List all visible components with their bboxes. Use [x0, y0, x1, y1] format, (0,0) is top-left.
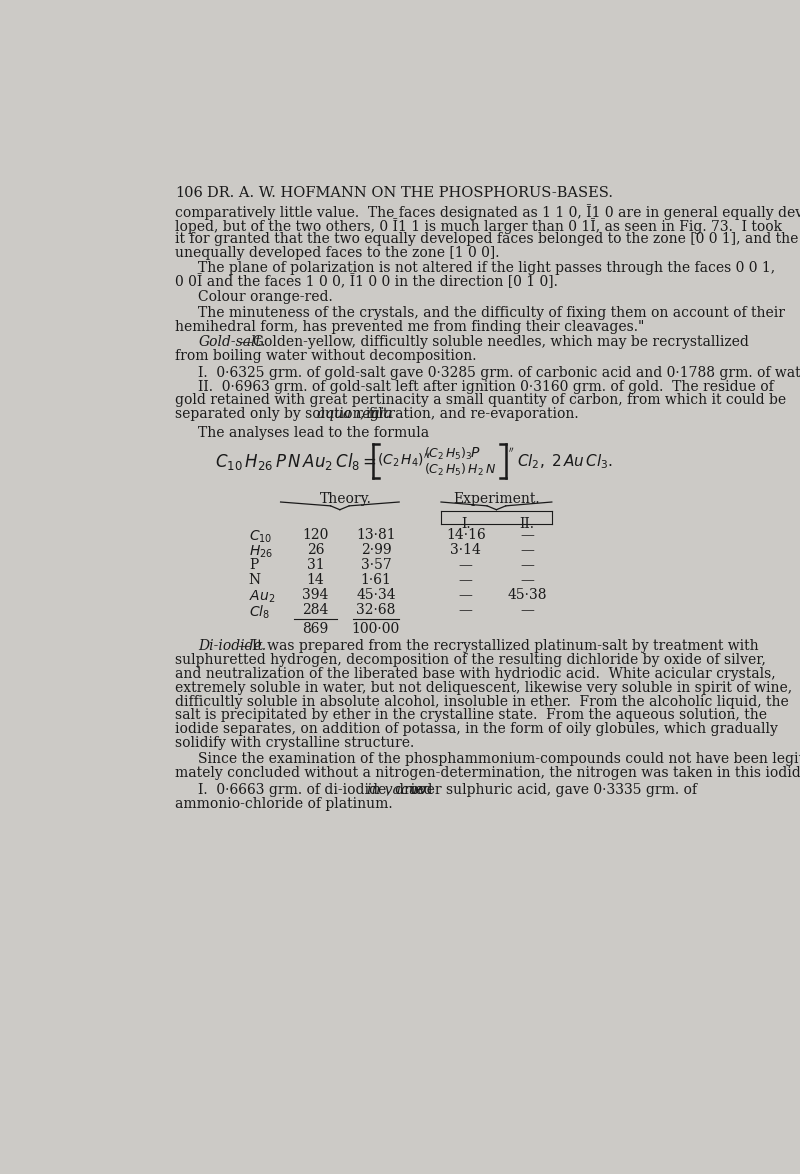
Text: in vacuo: in vacuo	[367, 783, 426, 797]
Text: mately concluded without a nitrogen-determination, the nitrogen was taken in thi: mately concluded without a nitrogen-dete…	[175, 767, 800, 780]
Text: I.  0·6325 grm. of gold-salt gave 0·3285 grm. of carbonic acid and 0·1788 grm. o: I. 0·6325 grm. of gold-salt gave 0·3285 …	[198, 366, 800, 379]
Text: 2·99: 2·99	[361, 544, 391, 558]
Text: $H_{26}$: $H_{26}$	[249, 544, 273, 560]
Text: sulphuretted hydrogen, decomposition of the resulting dichloride by oxide of sil: sulphuretted hydrogen, decomposition of …	[175, 653, 766, 667]
Text: ammonio-chloride of platinum.: ammonio-chloride of platinum.	[175, 797, 393, 811]
Text: 45·34: 45·34	[356, 588, 396, 602]
Text: —: —	[520, 544, 534, 558]
Text: 3·14: 3·14	[450, 544, 482, 558]
Text: The minuteness of the crystals, and the difficulty of fixing them on account of : The minuteness of the crystals, and the …	[198, 305, 786, 319]
Text: Experiment.: Experiment.	[453, 492, 540, 506]
Text: $(C_2\,H_5)_3$: $(C_2\,H_5)_3$	[424, 445, 473, 461]
Text: 14·16: 14·16	[446, 528, 486, 542]
Text: unequally developed faces to the zone [1 0 0].: unequally developed faces to the zone [1…	[175, 245, 500, 259]
Text: P: P	[249, 558, 258, 572]
Text: Theory.: Theory.	[320, 492, 372, 506]
Text: DR. A. W. HOFMANN ON THE PHOSPHORUS-BASES.: DR. A. W. HOFMANN ON THE PHOSPHORUS-BASE…	[207, 185, 613, 200]
Text: $Cl_2,\;2\,Au\,Cl_3.$: $Cl_2,\;2\,Au\,Cl_3.$	[517, 453, 613, 471]
Text: 14: 14	[306, 573, 324, 587]
Text: —Golden-yellow, difficultly soluble needles, which may be recrystallized: —Golden-yellow, difficultly soluble need…	[238, 335, 749, 349]
Text: II.  0·6963 grm. of gold-salt left after ignition 0·3160 grm. of gold.  The resi: II. 0·6963 grm. of gold-salt left after …	[198, 379, 774, 393]
Text: $(C_2\,H_5)\,H_2\,N$: $(C_2\,H_5)\,H_2\,N$	[424, 463, 496, 479]
Text: $C_{10}\,H_{26}\,P\,N\,Au_2\,Cl_8 =$: $C_{10}\,H_{26}\,P\,N\,Au_2\,Cl_8 =$	[214, 451, 377, 472]
Text: 394: 394	[302, 588, 329, 602]
Text: —: —	[459, 603, 473, 618]
Text: and neutralization of the liberated base with hydriodic acid.  White acicular cr: and neutralization of the liberated base…	[175, 667, 776, 681]
Text: 1·61: 1·61	[361, 573, 391, 587]
Text: 45·38: 45·38	[507, 588, 546, 602]
Text: it for granted that the two equally developed faces belonged to the zone [0 0 1]: it for granted that the two equally deve…	[175, 231, 798, 245]
Text: separated only by solution in: separated only by solution in	[175, 407, 384, 421]
Text: 284: 284	[302, 603, 329, 618]
Text: —: —	[459, 573, 473, 587]
Text: 31: 31	[306, 558, 324, 572]
Text: —: —	[520, 573, 534, 587]
Text: The analyses lead to the formula: The analyses lead to the formula	[198, 426, 430, 440]
Text: $C_{10}$: $C_{10}$	[249, 528, 272, 545]
Text: difficultly soluble in absolute alcohol, insoluble in ether.  From the alcoholic: difficultly soluble in absolute alcohol,…	[175, 695, 789, 709]
Text: Colour orange-red.: Colour orange-red.	[198, 290, 333, 304]
Text: 106: 106	[175, 185, 203, 200]
Text: 869: 869	[302, 622, 329, 636]
Text: comparatively little value.  The faces designated as 1 1 0, Ī1 0 are in general : comparatively little value. The faces de…	[175, 204, 800, 220]
Text: $P$: $P$	[470, 446, 481, 460]
Text: 32·68: 32·68	[356, 603, 395, 618]
Text: N: N	[249, 573, 261, 587]
Text: —: —	[520, 603, 534, 618]
Text: Since the examination of the phosphammonium-compounds could not have been legiti: Since the examination of the phosphammon…	[198, 753, 800, 767]
Text: iodide separates, on addition of potassa, in the form of oily globules, which gr: iodide separates, on addition of potassa…	[175, 722, 778, 736]
Text: $(C_2\,H_4)''$: $(C_2\,H_4)''$	[378, 452, 431, 470]
Text: 3·57: 3·57	[361, 558, 391, 572]
Text: II.: II.	[519, 517, 534, 531]
Text: —: —	[459, 558, 473, 572]
Text: 0 0Ī and the faces 1 0 0, Ī1 0 0 in the direction [0 1 0].: 0 0Ī and the faces 1 0 0, Ī1 0 0 in the …	[175, 275, 558, 290]
Text: $''$: $''$	[508, 445, 514, 459]
Text: solidify with crystalline structure.: solidify with crystalline structure.	[175, 736, 414, 750]
Text: extremely soluble in water, but not deliquescent, likewise very soluble in spiri: extremely soluble in water, but not deli…	[175, 681, 792, 695]
Text: —: —	[520, 528, 534, 542]
Text: from boiling water without decomposition.: from boiling water without decomposition…	[175, 349, 477, 363]
Text: The plane of polarization is not altered if the light passes through the faces 0: The plane of polarization is not altered…	[198, 261, 775, 275]
Text: over sulphuric acid, gave 0·3335 grm. of: over sulphuric acid, gave 0·3335 grm. of	[406, 783, 697, 797]
Text: I.  0·6663 grm. of di-iodide, dried: I. 0·6663 grm. of di-iodide, dried	[198, 783, 438, 797]
Text: —: —	[520, 558, 534, 572]
Text: Gold-salt.: Gold-salt.	[198, 335, 266, 349]
Text: gold retained with great pertinacity a small quantity of carbon, from which it c: gold retained with great pertinacity a s…	[175, 393, 786, 407]
Text: —It was prepared from the recrystallized platinum-salt by treatment with: —It was prepared from the recrystallized…	[238, 639, 758, 653]
Text: $Au_2$: $Au_2$	[249, 588, 275, 605]
Text: I.: I.	[461, 517, 470, 531]
Text: 120: 120	[302, 528, 329, 542]
Text: $Cl_8$: $Cl_8$	[249, 603, 270, 621]
Text: hemihedral form, has prevented me from finding their cleavages.": hemihedral form, has prevented me from f…	[175, 319, 645, 333]
Text: aqua regia: aqua regia	[317, 407, 392, 421]
Text: salt is precipitated by ether in the crystalline state.  From the aqueous soluti: salt is precipitated by ether in the cry…	[175, 708, 767, 722]
Text: Di-iodide.: Di-iodide.	[198, 639, 266, 653]
Text: 26: 26	[306, 544, 324, 558]
Text: 13·81: 13·81	[356, 528, 396, 542]
Text: —: —	[459, 588, 473, 602]
Text: , filtration, and re-evaporation.: , filtration, and re-evaporation.	[361, 407, 579, 421]
Text: loped, but of the two others, 0 Ī1 1 is much larger than 0 1Ī, as seen in Fig. 7: loped, but of the two others, 0 Ī1 1 is …	[175, 218, 782, 234]
Text: 100·00: 100·00	[352, 622, 400, 636]
